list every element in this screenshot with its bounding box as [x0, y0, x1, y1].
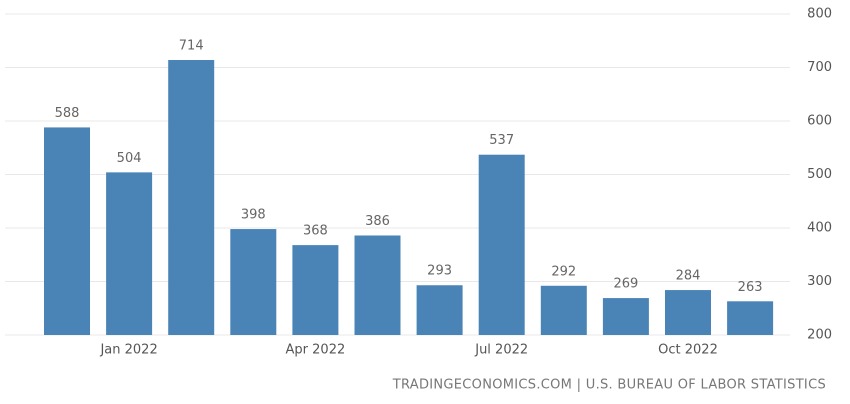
bar — [106, 172, 153, 335]
y-tick-label: 800 — [807, 7, 832, 22]
x-tick-label: Jan 2022 — [99, 343, 157, 358]
value-label: 714 — [179, 39, 204, 54]
bar — [478, 154, 525, 335]
value-label: 368 — [303, 224, 328, 239]
y-tick-label: 700 — [807, 60, 832, 75]
bar — [354, 235, 401, 335]
source-note: TRADINGECONOMICS.COM | U.S. BUREAU OF LA… — [392, 378, 826, 393]
y-tick-label: 300 — [807, 274, 832, 289]
bar — [230, 229, 277, 335]
y-tick-label: 500 — [807, 167, 832, 182]
bar — [665, 290, 711, 335]
bar — [416, 285, 463, 335]
bar — [727, 301, 774, 335]
x-tick-label: Apr 2022 — [286, 343, 346, 358]
x-tick-label: Jul 2022 — [474, 343, 528, 358]
value-label: 269 — [613, 277, 638, 292]
value-label: 588 — [55, 106, 80, 121]
value-label: 263 — [738, 280, 763, 295]
value-label: 386 — [365, 214, 390, 229]
value-label: 537 — [489, 133, 514, 148]
value-label: 398 — [241, 208, 266, 223]
y-tick-label: 400 — [807, 221, 832, 236]
value-label: 292 — [551, 264, 576, 279]
y-tick-label: 200 — [807, 328, 832, 343]
value-label: 284 — [676, 269, 701, 284]
x-tick-label: Oct 2022 — [658, 343, 718, 358]
value-label: 293 — [427, 264, 452, 279]
bar — [292, 245, 339, 335]
bar — [602, 298, 649, 335]
y-tick-label: 600 — [807, 114, 832, 129]
bar — [540, 285, 587, 335]
bar — [44, 127, 90, 335]
value-label: 504 — [117, 151, 142, 166]
bar — [168, 60, 215, 335]
